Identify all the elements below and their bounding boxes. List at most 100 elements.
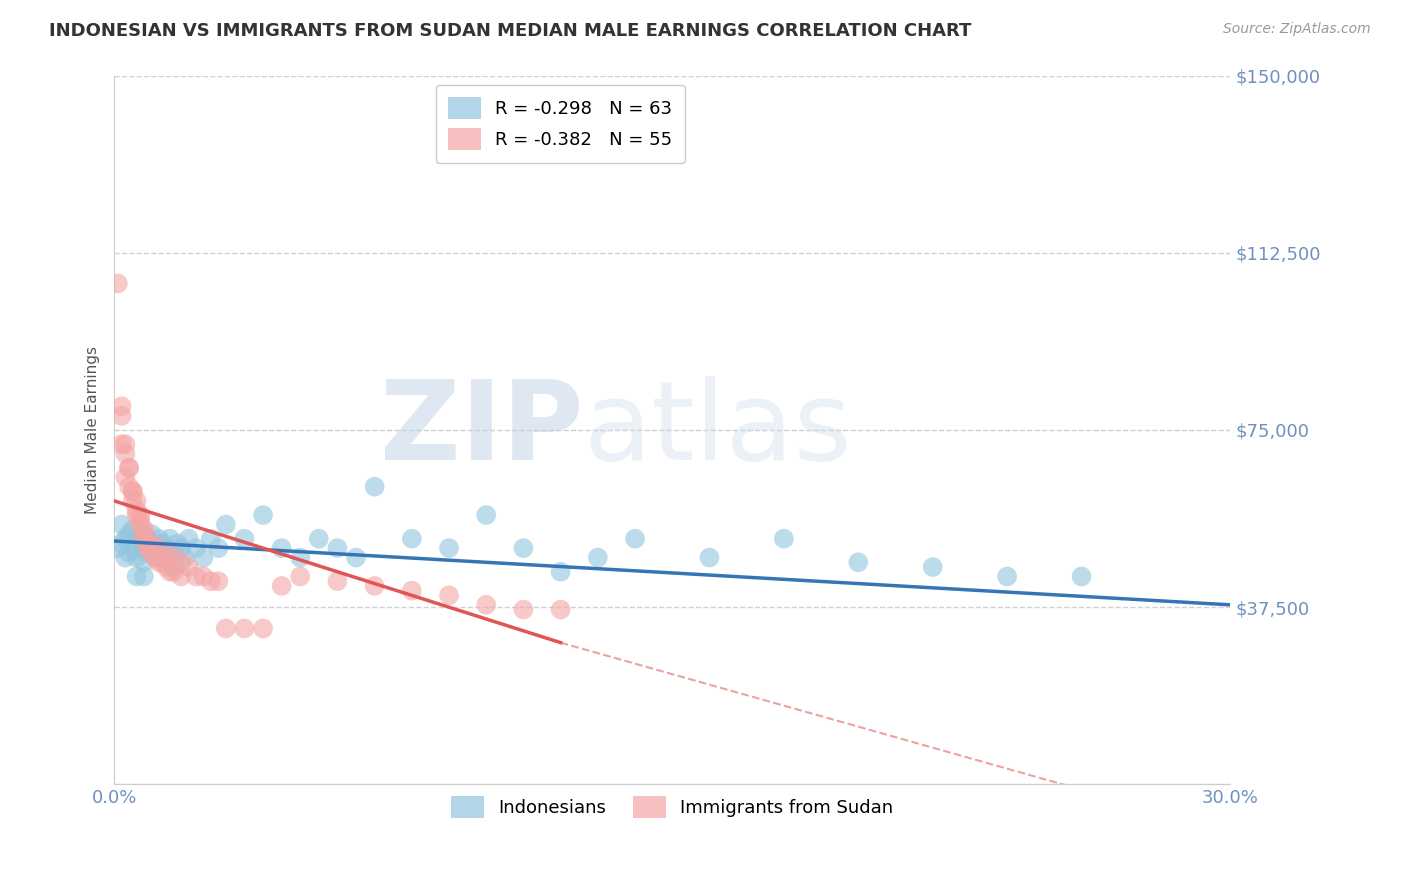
Point bbox=[184, 569, 207, 583]
Point bbox=[163, 560, 186, 574]
Point bbox=[141, 536, 163, 550]
Point bbox=[114, 532, 136, 546]
Point bbox=[111, 517, 134, 532]
Point bbox=[290, 550, 312, 565]
Point bbox=[132, 522, 155, 536]
Point bbox=[437, 541, 460, 555]
Point bbox=[550, 602, 572, 616]
Point bbox=[163, 565, 186, 579]
Point bbox=[114, 447, 136, 461]
Point bbox=[475, 598, 498, 612]
Point bbox=[118, 546, 141, 560]
Point bbox=[111, 400, 134, 414]
Point bbox=[326, 574, 349, 589]
Point bbox=[437, 588, 460, 602]
Point bbox=[152, 536, 174, 550]
Point bbox=[141, 546, 163, 560]
Point bbox=[1070, 569, 1092, 583]
Point bbox=[155, 560, 177, 574]
Point bbox=[129, 536, 152, 550]
Point bbox=[125, 550, 148, 565]
Point bbox=[132, 541, 155, 555]
Point bbox=[173, 550, 195, 565]
Point bbox=[177, 560, 200, 574]
Point bbox=[107, 277, 129, 291]
Point bbox=[344, 550, 367, 565]
Point bbox=[125, 503, 148, 517]
Point bbox=[129, 513, 152, 527]
Point bbox=[125, 508, 148, 522]
Point bbox=[129, 508, 152, 522]
Point bbox=[363, 480, 385, 494]
Point bbox=[148, 546, 170, 560]
Point bbox=[143, 541, 166, 555]
Point bbox=[114, 470, 136, 484]
Point bbox=[170, 555, 193, 569]
Point bbox=[136, 536, 159, 550]
Point bbox=[401, 583, 423, 598]
Point bbox=[118, 460, 141, 475]
Point bbox=[111, 536, 134, 550]
Point bbox=[177, 532, 200, 546]
Point bbox=[233, 622, 256, 636]
Point bbox=[148, 541, 170, 555]
Legend: Indonesians, Immigrants from Sudan: Indonesians, Immigrants from Sudan bbox=[444, 789, 900, 825]
Point bbox=[148, 555, 170, 569]
Point bbox=[207, 541, 229, 555]
Point bbox=[148, 532, 170, 546]
Point bbox=[136, 532, 159, 546]
Point bbox=[184, 541, 207, 555]
Point bbox=[363, 579, 385, 593]
Point bbox=[143, 550, 166, 565]
Text: atlas: atlas bbox=[583, 376, 852, 483]
Point bbox=[121, 522, 143, 536]
Point bbox=[118, 460, 141, 475]
Point bbox=[159, 532, 181, 546]
Point bbox=[132, 527, 155, 541]
Text: ZIP: ZIP bbox=[380, 376, 583, 483]
Text: Source: ZipAtlas.com: Source: ZipAtlas.com bbox=[1223, 22, 1371, 37]
Point bbox=[252, 622, 274, 636]
Point bbox=[512, 541, 534, 555]
Point bbox=[141, 541, 163, 555]
Point bbox=[121, 484, 143, 499]
Point bbox=[125, 532, 148, 546]
Point bbox=[193, 569, 215, 583]
Point bbox=[136, 541, 159, 555]
Point bbox=[155, 541, 177, 555]
Point bbox=[200, 574, 222, 589]
Point bbox=[207, 574, 229, 589]
Point bbox=[170, 569, 193, 583]
Point bbox=[155, 546, 177, 560]
Point bbox=[141, 536, 163, 550]
Point bbox=[233, 532, 256, 546]
Point bbox=[586, 550, 609, 565]
Point bbox=[111, 437, 134, 451]
Point bbox=[252, 508, 274, 522]
Point bbox=[624, 532, 647, 546]
Text: INDONESIAN VS IMMIGRANTS FROM SUDAN MEDIAN MALE EARNINGS CORRELATION CHART: INDONESIAN VS IMMIGRANTS FROM SUDAN MEDI… bbox=[49, 22, 972, 40]
Point bbox=[136, 546, 159, 560]
Point bbox=[129, 517, 152, 532]
Point bbox=[193, 550, 215, 565]
Point bbox=[475, 508, 498, 522]
Point bbox=[846, 555, 869, 569]
Point bbox=[215, 622, 238, 636]
Point bbox=[170, 541, 193, 555]
Point bbox=[132, 555, 155, 569]
Point bbox=[550, 565, 572, 579]
Point bbox=[155, 550, 177, 565]
Y-axis label: Median Male Earnings: Median Male Earnings bbox=[86, 346, 100, 514]
Point bbox=[166, 536, 188, 550]
Point bbox=[215, 517, 238, 532]
Point bbox=[401, 532, 423, 546]
Point bbox=[129, 527, 152, 541]
Point bbox=[132, 569, 155, 583]
Point bbox=[512, 602, 534, 616]
Point bbox=[121, 494, 143, 508]
Point bbox=[163, 546, 186, 560]
Point bbox=[270, 579, 292, 593]
Point bbox=[121, 484, 143, 499]
Point bbox=[200, 532, 222, 546]
Point bbox=[143, 550, 166, 565]
